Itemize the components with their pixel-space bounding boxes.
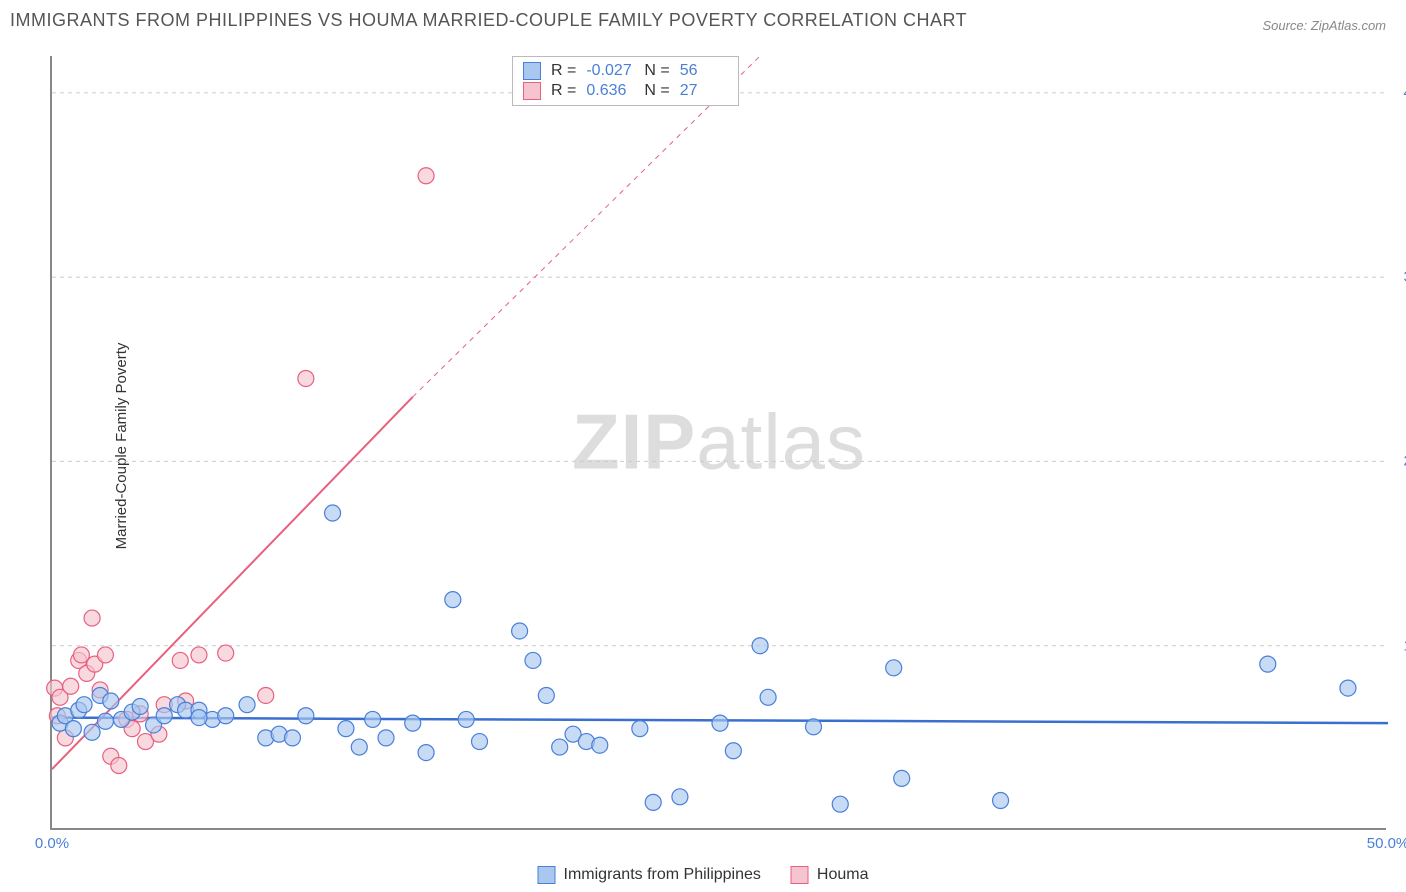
chart-container: IMMIGRANTS FROM PHILIPPINES VS HOUMA MAR…: [0, 0, 1406, 892]
stats-legend-box: R = -0.027 N = 56 R = 0.636 N = 27: [512, 56, 739, 106]
r-label: R =: [551, 62, 576, 80]
y-tick-label: 30.0%: [1396, 269, 1406, 286]
swatch-series-b: [523, 82, 541, 100]
y-tick-label: 20.0%: [1396, 453, 1406, 470]
swatch-series-b-icon: [791, 866, 809, 884]
plot-svg: [52, 56, 1386, 828]
legend-label-b: Houma: [817, 866, 869, 884]
y-tick-label: 10.0%: [1396, 637, 1406, 654]
chart-title: IMMIGRANTS FROM PHILIPPINES VS HOUMA MAR…: [10, 10, 967, 31]
n-value-a: 56: [680, 62, 728, 80]
bottom-legend: Immigrants from Philippines Houma: [538, 866, 869, 884]
plot-area: ZIPatlas R = -0.027 N = 56 R = 0.636 N =…: [50, 56, 1386, 830]
swatch-series-a: [523, 62, 541, 80]
legend-item-b: Houma: [791, 866, 869, 884]
r-value-b: 0.636: [586, 82, 634, 100]
stats-row-b: R = 0.636 N = 27: [523, 81, 728, 101]
r-label-b: R =: [551, 82, 576, 100]
n-label: N =: [644, 62, 669, 80]
legend-item-a: Immigrants from Philippines: [538, 866, 761, 884]
x-tick-label: 0.0%: [35, 835, 69, 852]
source-attribution: Source: ZipAtlas.com: [1262, 18, 1386, 33]
legend-label-a: Immigrants from Philippines: [564, 866, 761, 884]
swatch-series-a-icon: [538, 866, 556, 884]
r-value-a: -0.027: [586, 62, 634, 80]
y-tick-label: 40.0%: [1396, 84, 1406, 101]
stats-row-a: R = -0.027 N = 56: [523, 61, 728, 81]
x-tick-label: 50.0%: [1367, 835, 1406, 852]
n-label-b: N =: [644, 82, 669, 100]
n-value-b: 27: [680, 82, 728, 100]
